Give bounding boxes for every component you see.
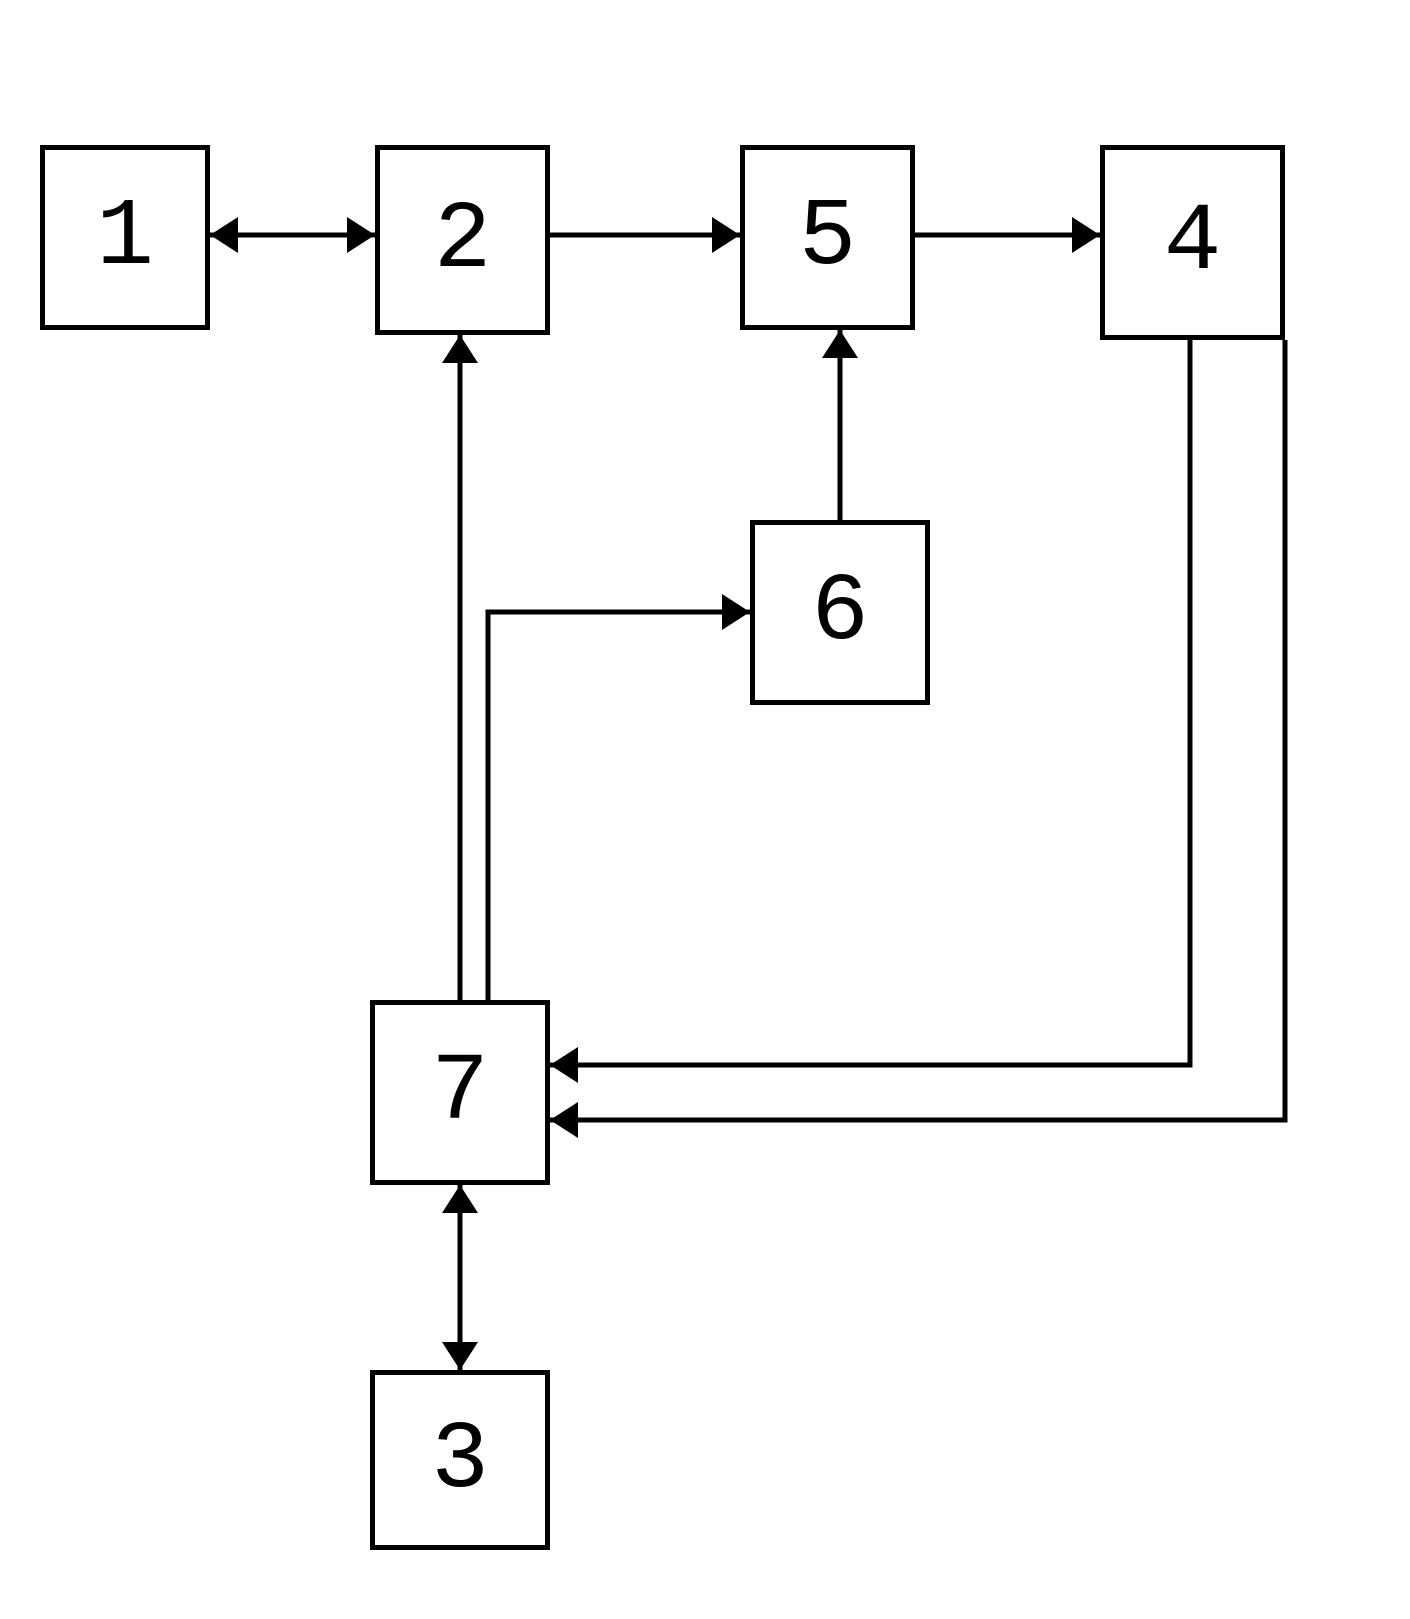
node-label: 6 — [811, 558, 869, 667]
node-n7: 7 — [370, 1000, 550, 1185]
node-n4: 4 — [1100, 145, 1285, 340]
edge-n4-n7 — [550, 340, 1285, 1120]
node-label: 7 — [431, 1038, 489, 1147]
node-n1: 1 — [40, 145, 210, 330]
node-label: 3 — [431, 1406, 489, 1515]
node-label: 4 — [1164, 188, 1222, 297]
node-n6: 6 — [750, 520, 930, 705]
node-n3: 3 — [370, 1370, 550, 1550]
node-n5: 5 — [740, 145, 915, 330]
node-label: 5 — [799, 183, 857, 292]
block-diagram: 1 2 5 4 6 7 3 — [0, 0, 1410, 1619]
node-label: 2 — [434, 186, 492, 295]
node-label: 1 — [96, 183, 154, 292]
edge-n7-n6 — [488, 612, 750, 1000]
node-n2: 2 — [375, 145, 550, 335]
